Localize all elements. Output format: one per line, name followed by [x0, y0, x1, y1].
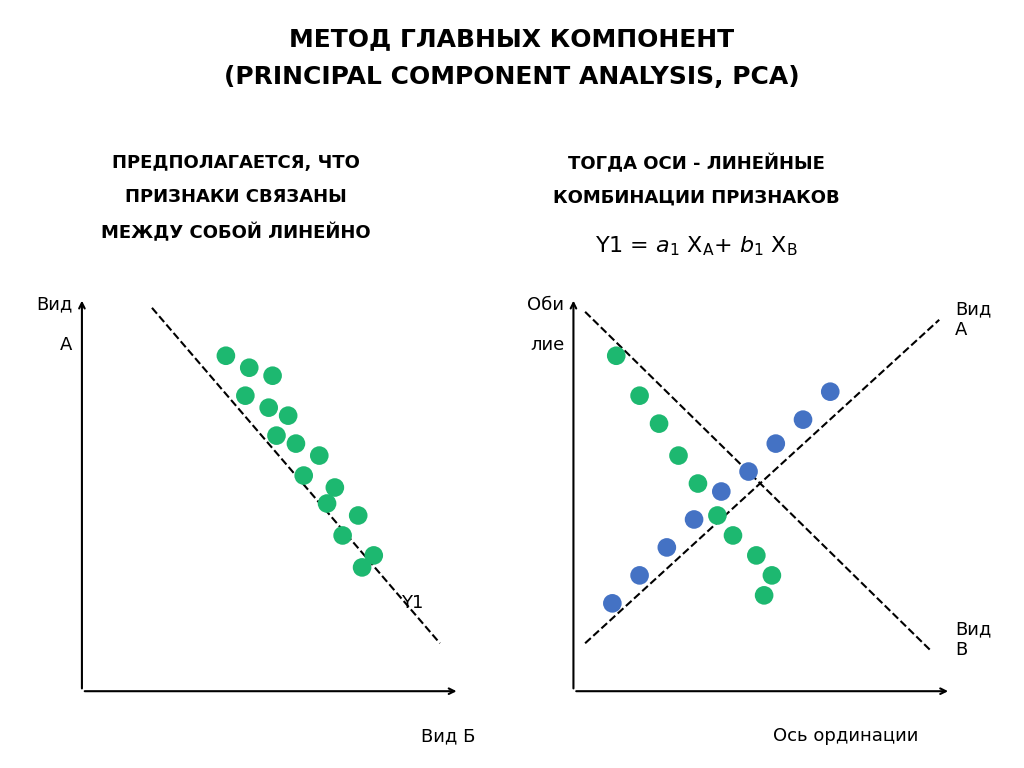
Text: (PRINCIPAL COMPONENT ANALYSIS, PCA): (PRINCIPAL COMPONENT ANALYSIS, PCA)	[224, 65, 800, 89]
Point	[768, 438, 784, 450]
Text: Вид: Вид	[36, 296, 73, 314]
Point	[264, 369, 281, 382]
Text: Ось ординации: Ось ординации	[773, 727, 919, 745]
Point	[658, 541, 675, 554]
Point	[268, 429, 285, 442]
Point	[327, 482, 343, 494]
Text: Y1 = $a_1$ X$_\mathsf{A}$+ $b_1$ X$_\mathsf{B}$: Y1 = $a_1$ X$_\mathsf{A}$+ $b_1$ X$_\mat…	[595, 234, 798, 258]
Text: Вид Б: Вид Б	[421, 727, 475, 745]
Text: МЕТОД ГЛАВНЫХ КОМПОНЕНТ: МЕТОД ГЛАВНЫХ КОМПОНЕНТ	[290, 27, 734, 51]
Text: Вид
В: Вид В	[954, 620, 991, 659]
Point	[311, 449, 328, 462]
Text: ПРИЗНАКИ СВЯЗАНЫ: ПРИЗНАКИ СВЯЗАНЫ	[125, 188, 346, 206]
Point	[296, 469, 312, 482]
Point	[740, 465, 757, 478]
Point	[690, 478, 707, 490]
Point	[218, 349, 234, 362]
Point	[686, 513, 702, 525]
Point	[604, 598, 621, 610]
Point	[822, 386, 839, 398]
Text: МЕЖДУ СОБОЙ ЛИНЕЙНО: МЕЖДУ СОБОЙ ЛИНЕЙНО	[100, 223, 371, 242]
Point	[710, 509, 726, 521]
Text: КОМБИНАЦИИ ПРИЗНАКОВ: КОМБИНАЦИИ ПРИЗНАКОВ	[553, 188, 840, 206]
Point	[749, 549, 765, 561]
Point	[350, 509, 367, 521]
Text: Оби: Оби	[527, 296, 564, 314]
Point	[288, 438, 304, 450]
Point	[238, 389, 254, 402]
Text: Y1: Y1	[401, 594, 423, 612]
Point	[241, 362, 257, 374]
Point	[632, 569, 648, 581]
Point	[671, 449, 687, 462]
Point	[632, 389, 648, 402]
Point	[260, 402, 276, 414]
Point	[764, 569, 780, 581]
Text: А: А	[60, 336, 73, 354]
Point	[713, 485, 729, 498]
Point	[318, 498, 335, 510]
Text: Вид
А: Вид А	[954, 300, 991, 339]
Point	[651, 418, 668, 430]
Text: ПРЕДПОЛАГАЕТСЯ, ЧТО: ПРЕДПОЛАГАЕТСЯ, ЧТО	[112, 154, 359, 171]
Text: лие: лие	[529, 336, 564, 354]
Point	[366, 549, 382, 561]
Point	[354, 561, 371, 574]
Point	[280, 409, 296, 422]
Point	[795, 413, 811, 425]
Point	[725, 529, 741, 541]
Point	[608, 349, 625, 362]
Point	[756, 589, 772, 601]
Point	[335, 529, 351, 541]
Text: ТОГДА ОСИ - ЛИНЕЙНЫЕ: ТОГДА ОСИ - ЛИНЕЙНЫЕ	[568, 154, 824, 173]
